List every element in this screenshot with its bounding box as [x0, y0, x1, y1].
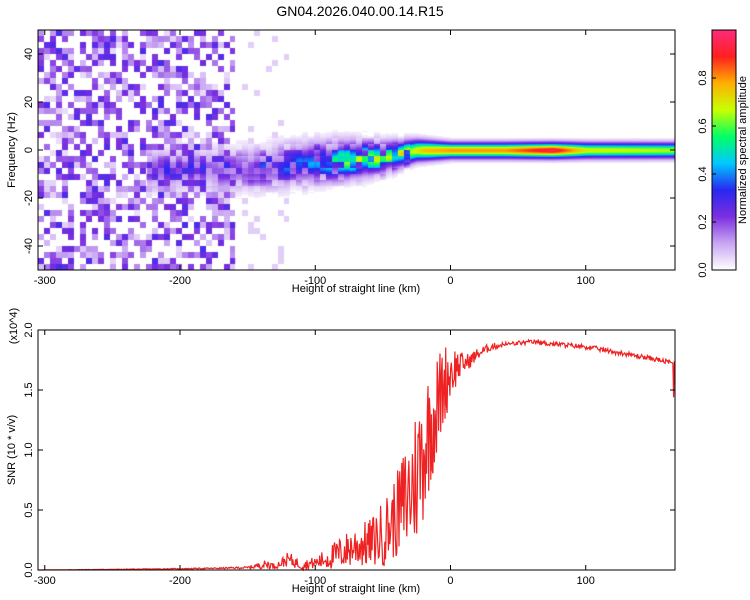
spectrogram-heatmap: [38, 30, 675, 270]
top-y-tick-label: -40: [23, 238, 35, 254]
top-x-tick-label: -100: [304, 275, 326, 287]
top-y-tick-label: -20: [23, 190, 35, 206]
bottom-x-axis-title: Height of straight line (km): [292, 583, 420, 595]
colorbar: 0.0 0.2 0.4 0.6 0.8 Normalized spectral ampl…: [697, 29, 749, 278]
top-x-tick-label: 100: [577, 275, 595, 287]
top-y-tick-label: 40: [23, 48, 35, 60]
bottom-x-tick-label: -300: [34, 575, 56, 587]
top-y-axis-title: Frequency (Hz): [6, 112, 18, 188]
bottom-x-tick-label: -100: [304, 575, 326, 587]
bottom-y-tick-label: 2.0: [23, 322, 35, 337]
colorbar-gradient: [711, 29, 737, 271]
bottom-y-tick-label: 0.0: [23, 562, 35, 577]
snr-series-line: [38, 338, 676, 572]
colorbar-title: Normalized spectral amplitude: [737, 76, 749, 224]
top-y-tick-label: 0: [23, 147, 35, 153]
chart-title: GN04.2026.040.00.14.R15: [276, 3, 444, 19]
top-y-tick-label: 20: [23, 96, 35, 108]
top-x-tick-label: 0: [447, 275, 453, 287]
bottom-x-tick-label: -200: [169, 575, 191, 587]
colorbar-tick-label: 0.4: [697, 166, 709, 181]
bottom-y-tick-label: 0.5: [23, 502, 35, 517]
colorbar-tick-label: 0.6: [697, 118, 709, 133]
snr-y-multiplier: (x10^4): [8, 308, 20, 344]
bottom-y-tick-label: 1.0: [23, 442, 35, 457]
top-x-tick-label: -200: [169, 275, 191, 287]
bottom-y-tick-label: 1.5: [23, 382, 35, 397]
bottom-x-tick-label: 100: [577, 575, 595, 587]
colorbar-tick-label: 0.8: [697, 70, 709, 85]
snr-panel: -300 -200 -100 0 100 0.0 0.5 1.0 1.5 2.0 (x10^4)…: [6, 308, 676, 595]
colorbar-tick-label: 0.0: [697, 262, 709, 277]
top-x-axis-title: Height of straight line (km): [292, 283, 420, 295]
snr-plot-area: [38, 330, 675, 570]
top-x-tick-label: -300: [34, 275, 56, 287]
bottom-y-axis-title: SNR (10 * v/v): [6, 415, 18, 485]
bottom-x-tick-label: 0: [447, 575, 453, 587]
colorbar-tick-label: 0.2: [697, 214, 709, 229]
